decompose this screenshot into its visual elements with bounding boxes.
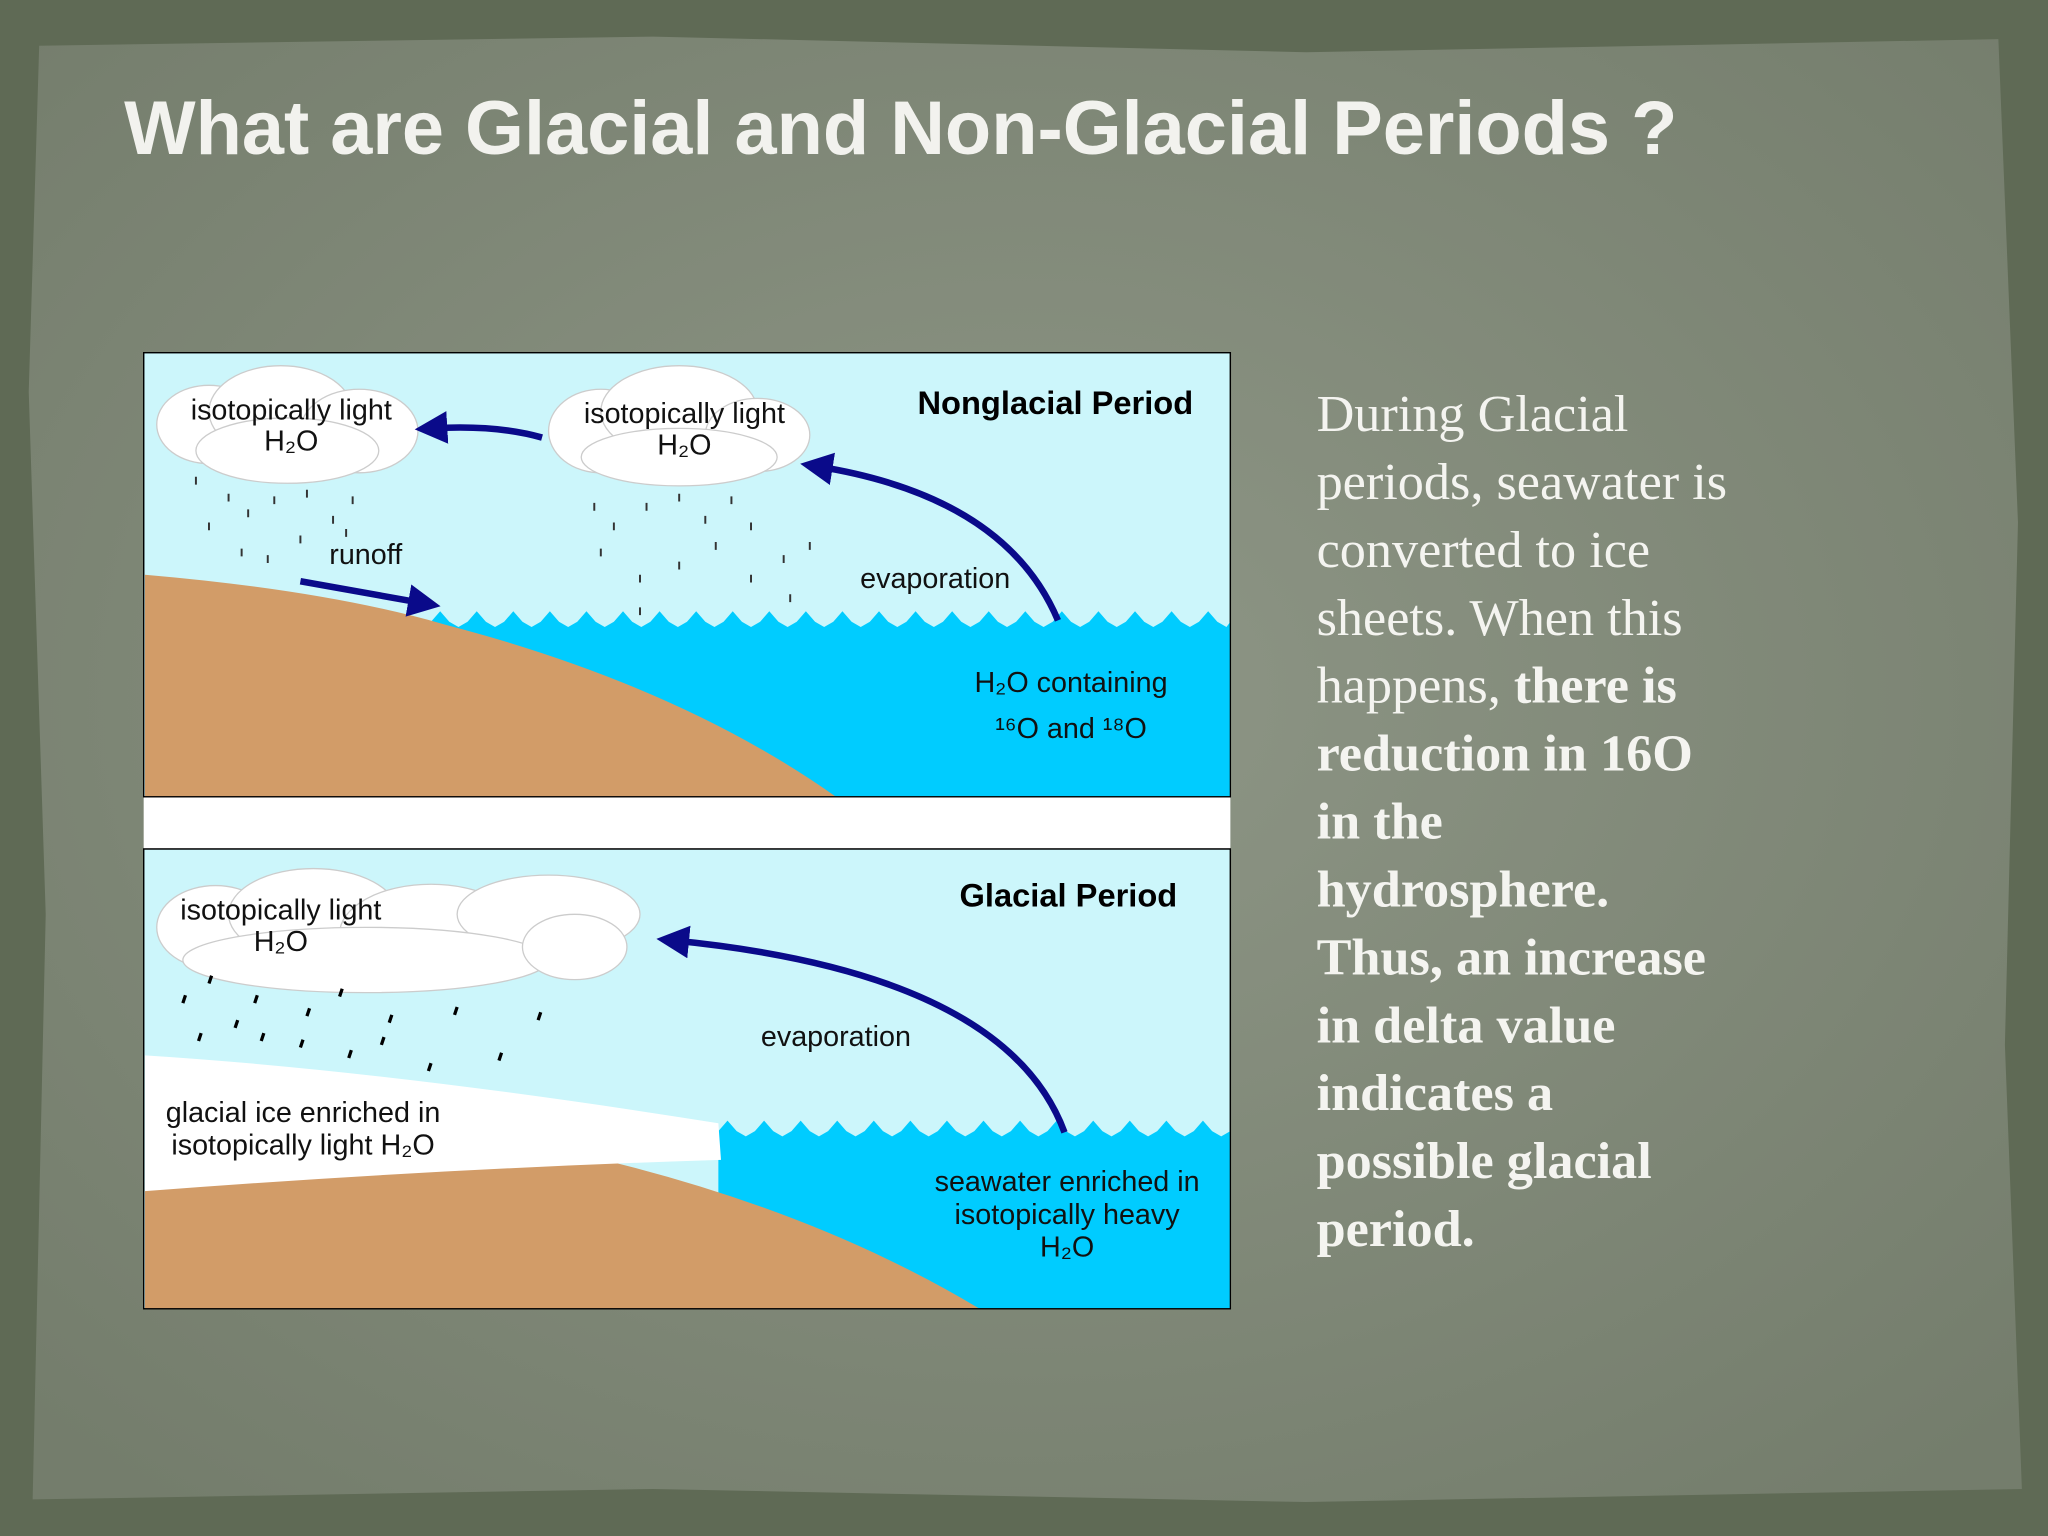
arrow [656,925,1068,1134]
bold-text: period. [1317,1200,1475,1258]
bold-text: indicates a [1317,1064,1554,1122]
label: evaporation [761,1021,911,1053]
text: sheets. When this [1317,589,1683,647]
body-line: reduction in 16O [1317,725,1693,783]
body-line: sheets. When this [1317,589,1683,647]
label: isotopically heavy [955,1199,1181,1231]
label: H₂O containing [974,667,1167,699]
panel-border [143,848,1232,1310]
bold-text: reduction in 16O [1317,725,1693,783]
bold-text: possible glacial [1317,1132,1652,1190]
arrow [414,411,543,444]
label: isotopically light [191,394,392,426]
body-line: happens, there is [1317,657,1677,715]
label: ¹⁶O and ¹⁸O [995,713,1147,745]
body-line: hydrosphere. [1317,860,1610,918]
label: isotopically light [584,398,785,430]
cloud [156,365,419,484]
bold-text: there is [1514,657,1677,715]
body-line: Thus, an increase [1317,928,1706,986]
bold-text: in delta value [1317,996,1616,1054]
label: isotopically light H₂O [171,1130,434,1162]
bold-text: hydrosphere. [1317,860,1610,918]
body-line: periods, seawater is [1317,453,1727,511]
body-text: During Glacial periods, seawater is conver… [1317,385,1727,1258]
rain [194,476,811,616]
body-line: period. [1317,1200,1475,1258]
diagram: Nonglacial Period isotopically light H₂O… [143,352,1232,1310]
text: converted to ice [1317,521,1651,579]
separator [143,796,1231,849]
body-line: During Glacial [1317,385,1629,443]
cloud [156,867,641,994]
label: runoff [329,539,403,571]
text: During Glacial [1317,385,1629,443]
bold-text: Thus, an increase [1317,928,1706,986]
text: happens, [1317,657,1514,715]
label: evaporation [860,563,1010,595]
arrow [299,578,441,617]
label: H₂O [1040,1231,1094,1263]
arrow [800,452,1061,622]
body-line: converted to ice [1317,521,1651,579]
panel-title: Glacial Period [960,876,1178,913]
label: H₂O [657,430,711,462]
label: H₂O [254,926,308,958]
land [144,574,836,797]
body-line: possible glacial [1317,1132,1652,1190]
label: seawater enriched in [935,1166,1200,1198]
bold-text: in the [1317,793,1443,851]
label: isotopically light [180,895,381,927]
body-line: in delta value [1317,996,1616,1054]
body-line: in the [1317,793,1443,851]
label: glacial ice enriched in [166,1097,441,1129]
title: What are Glacial and Non-Glacial Periods… [124,86,1677,171]
glacial-ice [144,1055,721,1192]
panel-title: Nonglacial Period [917,384,1193,421]
panel-border [143,352,1232,798]
text: periods, seawater is [1317,453,1727,511]
label: H₂O [264,426,318,458]
body-line: indicates a [1317,1064,1554,1122]
land [144,1161,980,1309]
snow [181,975,543,1072]
cloud [547,365,811,487]
